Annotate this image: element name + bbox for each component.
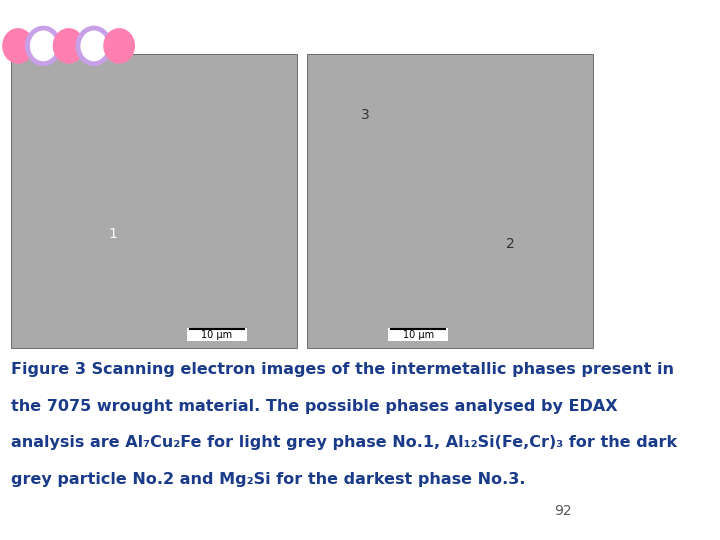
- FancyBboxPatch shape: [186, 328, 247, 341]
- Text: 2: 2: [505, 238, 514, 252]
- Text: 10 µm: 10 µm: [402, 330, 434, 340]
- Text: 3: 3: [361, 108, 370, 122]
- FancyBboxPatch shape: [11, 54, 297, 348]
- Text: analysis are Al₇Cu₂Fe for light grey phase No.1, Al₁₂Si(Fe,Cr)₃ for the dark: analysis are Al₇Cu₂Fe for light grey pha…: [11, 435, 677, 450]
- Text: Figure 3 Scanning electron images of the intermetallic phases present in: Figure 3 Scanning electron images of the…: [11, 362, 674, 377]
- Ellipse shape: [2, 28, 34, 64]
- Ellipse shape: [103, 28, 135, 64]
- Text: 92: 92: [554, 504, 572, 518]
- FancyBboxPatch shape: [307, 54, 593, 348]
- Ellipse shape: [27, 28, 59, 64]
- Ellipse shape: [53, 28, 84, 64]
- Ellipse shape: [78, 28, 109, 64]
- Text: the 7075 wrought material. The possible phases analysed by EDAX: the 7075 wrought material. The possible …: [11, 399, 618, 414]
- Text: 1: 1: [108, 227, 117, 241]
- Text: grey particle No.2 and Mg₂Si for the darkest phase No.3.: grey particle No.2 and Mg₂Si for the dar…: [11, 472, 526, 487]
- FancyBboxPatch shape: [388, 328, 449, 341]
- Text: 10 µm: 10 µm: [201, 330, 233, 340]
